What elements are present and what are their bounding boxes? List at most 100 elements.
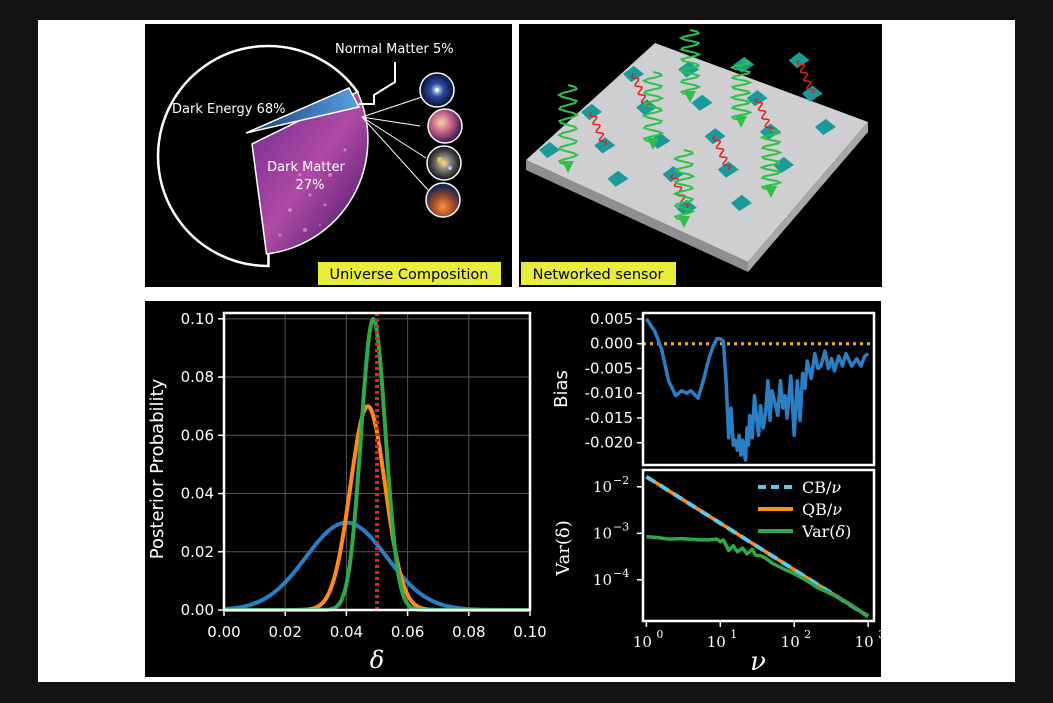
posterior-y-tick-label: 0.04 <box>181 485 214 503</box>
sensor-wave-arrowhead <box>765 186 777 198</box>
variance-y-tick-label: 10 <box>593 571 612 589</box>
network-panel: Networked sensor <box>519 24 882 287</box>
variance-line-2 <box>646 534 870 618</box>
sensor-link <box>754 97 773 133</box>
posterior-chart: 0.00 0.02 0.04 0.06 0.08 0.10 0.00 0.02 0.04 0.06… <box>147 310 547 674</box>
bias-y-tick-label: -0.020 <box>585 434 633 452</box>
sensor-link <box>712 135 731 171</box>
posterior-x-tick-label: 0.00 <box>207 623 240 641</box>
posterior-x-tick-label: 0.04 <box>330 623 363 641</box>
sensor-link <box>796 59 815 95</box>
sensor-wave <box>641 71 665 143</box>
variance-y-tick-label: 10 <box>593 478 612 496</box>
sensor-wave <box>556 84 580 166</box>
legend-symbol: ν <box>831 478 841 497</box>
bias-y-tick-label: -0.015 <box>585 409 633 427</box>
sensor-waves <box>556 29 783 228</box>
nebula-icon <box>427 108 463 144</box>
variance-xlabel: ν <box>750 647 766 677</box>
bias-ticks: 0.005 0.000 -0.005 -0.010 -0.015 -0.020 <box>585 310 643 452</box>
bias-y-tick-label: -0.010 <box>585 384 633 402</box>
galaxy-icon <box>419 72 455 108</box>
dark-energy-label: Dark Energy 68% <box>172 102 286 117</box>
legend-close-paren: ) <box>845 522 851 541</box>
legend-label: Var(δ) <box>801 522 851 541</box>
variance-x-tick-label: 10 <box>781 633 800 651</box>
sensor-wave <box>729 59 753 121</box>
posterior-x-tick-label: 0.06 <box>391 623 424 641</box>
dark-matter-slice <box>251 90 369 255</box>
sensor-plate-edge-front <box>526 160 748 272</box>
variance-x-tick-exponent: 0 <box>656 628 663 641</box>
legend-label: QB/ν <box>802 500 842 519</box>
normal-matter-label: Normal Matter 5% <box>335 42 454 57</box>
legend-symbol: ν <box>832 500 842 519</box>
bias-chart: 0.005 0.000 -0.005 -0.010 -0.015 -0.020 Bias <box>551 310 876 467</box>
bias-line <box>644 317 870 462</box>
legend-label: CB/ν <box>802 478 841 497</box>
universe-label: Universe Composition <box>330 267 489 283</box>
variance-x-tick-label: 10 <box>633 633 652 651</box>
planet-icon <box>425 182 461 218</box>
sensor-links <box>588 59 815 209</box>
posterior-ylabel: Posterior Probability <box>147 378 168 559</box>
normal-matter-slice <box>245 87 361 134</box>
sensor-plate-edge-side <box>748 122 868 272</box>
bias-ylabel: Bias <box>551 370 572 408</box>
variance-y-tick-label: 10 <box>593 524 612 542</box>
bias-y-tick-label: 0.005 <box>590 310 633 328</box>
sensor-wave-arrowhead <box>684 91 696 103</box>
posterior-y-tick-label: 0.08 <box>181 368 214 386</box>
variance-y-tick-exponent: −3 <box>613 520 629 533</box>
sensor-wave-arrowhead <box>647 138 659 150</box>
variance-x-tick-exponent: 1 <box>730 628 737 641</box>
sensor-tile <box>815 118 836 136</box>
sensor-tile <box>691 94 713 111</box>
posterior-axes-frame <box>222 311 532 612</box>
sensor-tile <box>731 194 752 212</box>
sensor-link <box>588 111 608 146</box>
sensor-wave <box>672 149 696 221</box>
sensor-wave-arrowhead <box>735 116 747 128</box>
sensor-tile <box>607 170 629 187</box>
variance-x-tick-label: 10 <box>707 633 726 651</box>
posterior-x-tick-label: 0.08 <box>452 623 485 641</box>
variance-chart: 10 0 10 1 10 2 10 310 −210 −310 −4 Var(δ) ν CB/νQB… <box>553 468 885 677</box>
solar-system-icon <box>426 145 462 181</box>
bias-axes-frame <box>641 311 876 467</box>
thumbnail-connectors <box>361 96 429 191</box>
posterior-y-tick-label: 0.00 <box>181 601 214 619</box>
posterior-y-tick-label: 0.06 <box>181 426 214 444</box>
sensor-plate <box>526 43 868 262</box>
variance-ylabel: Var(δ) <box>553 520 574 577</box>
network-label: Networked sensor <box>533 267 664 283</box>
sensor-wave-arrowhead <box>678 216 690 228</box>
posterior-y-tick-label: 0.10 <box>181 310 214 328</box>
variance-x-tick-exponent: 2 <box>804 628 811 641</box>
sensor-link <box>630 73 650 108</box>
variance-series <box>645 475 870 618</box>
variance-ticks: 10 0 10 1 10 2 10 310 −210 −310 −4 <box>593 474 885 651</box>
legend-symbol: δ <box>836 522 846 541</box>
bias-y-tick-label: 0.000 <box>590 335 633 353</box>
posterior-y-tick-label: 0.02 <box>181 543 214 561</box>
bias-series <box>643 317 874 462</box>
normal-matter-pointer <box>359 62 396 105</box>
sensor-wave-arrowhead <box>562 161 574 173</box>
sensor-wave <box>678 29 702 96</box>
dark-matter-texture <box>278 148 347 237</box>
variance-y-tick-exponent: −2 <box>613 474 629 487</box>
dark-matter-percent: 27% <box>296 178 325 193</box>
sensor-tile <box>773 156 794 174</box>
variance-x-tick-label: 10 <box>855 633 874 651</box>
universe-label-box <box>318 262 501 285</box>
bias-y-tick-label: -0.005 <box>585 359 633 377</box>
sensor-tile <box>539 141 560 159</box>
variance-line-0 <box>645 475 870 618</box>
dark-matter-label: Dark Matter <box>267 160 345 175</box>
posterior-x-tick-label: 0.02 <box>268 623 301 641</box>
sensor-tile <box>678 61 700 78</box>
variance-y-tick-exponent: −4 <box>613 567 629 580</box>
universe-panel: Dark Energy 68% Dark Matter 27% Normal M… <box>145 24 512 287</box>
